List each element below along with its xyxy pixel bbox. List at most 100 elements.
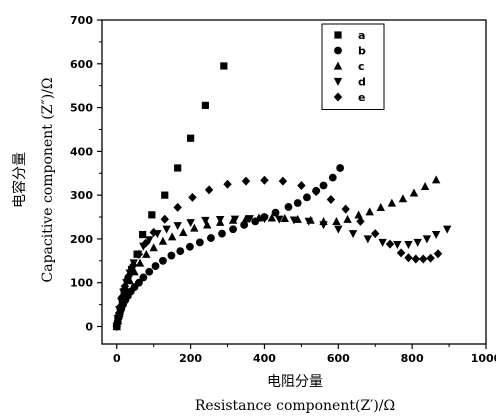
data-point-c <box>130 267 139 276</box>
data-point-c <box>398 194 408 203</box>
data-point-c <box>179 227 188 236</box>
data-point-b <box>135 278 143 287</box>
y-axis-title-en: Capacitive component (Z″)/Ω <box>40 78 56 283</box>
x-tick-label: 400 <box>253 352 276 365</box>
data-point-c <box>409 188 419 197</box>
series-e <box>112 175 443 331</box>
y-tick-label: 400 <box>70 145 93 158</box>
data-point-e <box>118 292 127 302</box>
legend-marker-d <box>333 77 343 86</box>
data-point-b <box>185 242 194 251</box>
data-point-c <box>420 181 430 190</box>
x-tick-label: 600 <box>327 352 350 365</box>
data-point-d <box>393 241 402 250</box>
data-point-d <box>431 230 441 239</box>
data-point-d <box>289 216 299 225</box>
data-point-d <box>145 236 154 245</box>
data-point-c <box>149 243 158 252</box>
data-point-b <box>207 234 215 242</box>
data-point-c <box>332 217 341 226</box>
data-point-d <box>122 279 131 288</box>
data-point-e <box>419 254 428 264</box>
data-point-b <box>293 199 302 207</box>
data-point-a <box>148 211 156 219</box>
data-point-d <box>304 217 313 226</box>
data-point-b <box>151 262 160 270</box>
data-point-c <box>365 207 374 216</box>
data-point-d <box>443 225 452 234</box>
data-point-e <box>129 260 138 270</box>
data-point-b <box>145 267 154 276</box>
y-tick-label: 600 <box>70 58 93 71</box>
data-point-b <box>176 247 185 256</box>
data-point-c <box>135 258 145 267</box>
data-point-c <box>158 236 168 245</box>
data-point-d <box>201 216 210 225</box>
y-tick-label: 0 <box>85 320 93 333</box>
data-point-e <box>278 176 288 186</box>
data-point-b <box>303 193 311 202</box>
data-point-b <box>167 251 176 260</box>
data-point-e <box>356 216 365 226</box>
data-point-b <box>240 221 249 229</box>
x-tick-label: 200 <box>179 352 202 365</box>
data-point-e <box>188 192 197 202</box>
data-point-b <box>159 256 167 265</box>
data-point-b <box>218 229 226 238</box>
data-point-d <box>245 215 254 224</box>
data-point-c <box>142 249 151 258</box>
data-point-e <box>311 187 321 197</box>
x-axis-title-en: Resistance component(Z′)/Ω <box>195 398 395 414</box>
data-point-b <box>328 173 337 182</box>
legend-box <box>321 23 385 110</box>
data-point-e <box>134 249 144 259</box>
data-point-e <box>241 176 251 186</box>
data-point-c <box>387 198 397 207</box>
x-tick-label: 0 <box>113 352 121 365</box>
data-point-b <box>336 164 345 172</box>
series-d <box>112 215 452 331</box>
data-point-c <box>280 213 289 222</box>
axes <box>97 19 487 349</box>
data-point-b <box>195 238 204 247</box>
data-point-e <box>204 185 214 195</box>
data-point-b <box>229 225 237 234</box>
data-point-e <box>160 214 169 224</box>
data-point-e <box>341 204 350 214</box>
data-point-c <box>343 214 352 223</box>
data-point-e <box>141 238 150 248</box>
legend-label-b: b <box>358 45 366 58</box>
legend-marker-c <box>333 61 343 70</box>
data-point-e <box>297 181 306 191</box>
data-point-a <box>174 164 182 172</box>
data-point-c <box>254 213 264 222</box>
y-tick-label: 200 <box>70 233 93 246</box>
y-tick-label: 700 <box>70 14 93 27</box>
data-point-b <box>139 273 148 282</box>
legend-label-c: c <box>358 60 365 73</box>
data-point-c <box>203 220 212 229</box>
data-point-d <box>119 288 128 297</box>
data-point-a <box>139 230 147 239</box>
data-point-d <box>413 238 422 247</box>
data-point-e <box>120 281 130 291</box>
data-point-d <box>186 219 195 228</box>
plot-frame <box>101 19 487 345</box>
data-point-e <box>260 175 269 185</box>
data-point-e <box>326 195 336 205</box>
legend-marker-b <box>334 46 342 55</box>
series-b <box>112 164 345 331</box>
data-point-d <box>348 230 358 239</box>
data-point-a <box>201 101 209 109</box>
data-point-c <box>267 213 277 222</box>
data-point-c <box>376 202 385 211</box>
data-point-d <box>162 225 171 234</box>
data-point-a <box>161 191 169 199</box>
data-point-e <box>411 254 421 264</box>
legend-marker-a <box>334 31 342 39</box>
data-point-c <box>431 175 441 184</box>
